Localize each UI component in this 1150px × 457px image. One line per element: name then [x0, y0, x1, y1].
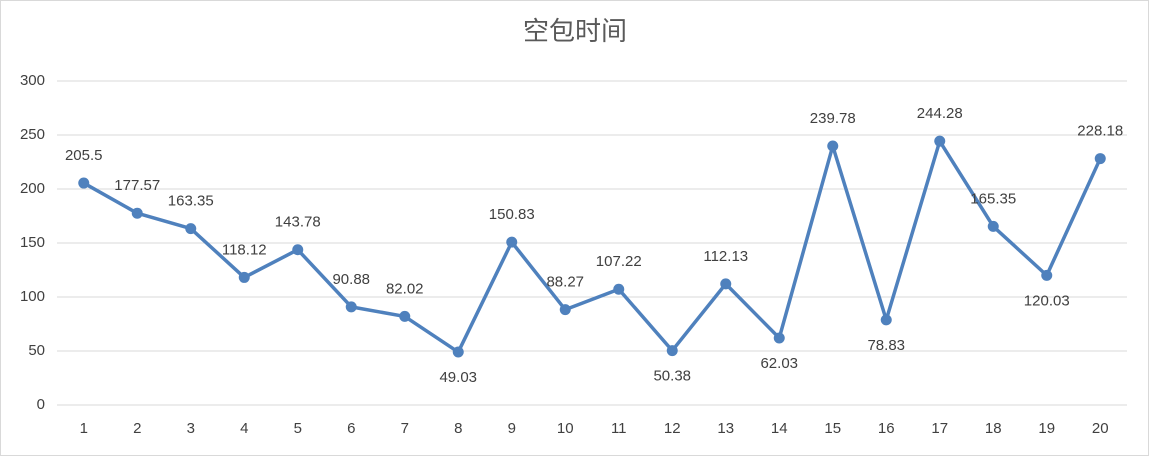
point: [666, 345, 678, 357]
y-tick-label: 150: [20, 234, 45, 251]
point: [720, 278, 732, 290]
data-label: 50.38: [653, 368, 691, 385]
point: [78, 177, 90, 189]
data-label: 165.35: [970, 190, 1016, 207]
x-tick-label: 2: [133, 420, 141, 437]
point: [827, 140, 839, 152]
line: [82, 139, 1102, 354]
x-tick-label: 4: [240, 420, 248, 437]
x-tick-label: 5: [294, 420, 302, 437]
x-tick-label: 9: [508, 420, 516, 437]
data-label: 228.18: [1077, 123, 1123, 140]
data-label: 150.83: [489, 206, 535, 223]
chart-title: 空包时间: [523, 16, 627, 46]
data-label: 112.13: [703, 248, 748, 265]
y-tick-label: 50: [28, 342, 45, 359]
x-tick-label: 15: [824, 420, 841, 437]
data-label: 163.35: [168, 193, 214, 210]
x-tick-label: 7: [401, 420, 409, 437]
x-tick-label: 8: [454, 420, 462, 437]
point: [1094, 153, 1106, 165]
point: [452, 346, 464, 358]
x-tick-label: 20: [1092, 420, 1109, 437]
data-label: 120.03: [1024, 292, 1070, 309]
data-label: 62.03: [760, 355, 798, 372]
data-label: 107.22: [596, 253, 642, 270]
point: [185, 223, 197, 235]
x-tick-label: 11: [611, 420, 627, 437]
data-label: 78.83: [867, 337, 905, 354]
point: [987, 220, 999, 232]
x-tick-label: 18: [985, 420, 1002, 437]
data-label: 244.28: [917, 105, 963, 122]
x-tick-label: 3: [187, 420, 195, 437]
point: [559, 304, 571, 316]
data-label: 118.12: [222, 241, 267, 258]
y-tick-label: 300: [20, 72, 45, 89]
x-tick-label: 13: [717, 420, 734, 437]
y-tick-label: 0: [37, 396, 45, 413]
x-tick-label: 6: [347, 420, 355, 437]
y-tick-label: 200: [20, 180, 45, 197]
point: [238, 271, 250, 283]
point: [131, 207, 143, 219]
data-label: 88.27: [546, 274, 584, 291]
x-tick-label: 12: [664, 420, 681, 437]
point: [345, 301, 357, 313]
point: [506, 236, 518, 248]
x-tick-label: 19: [1038, 420, 1055, 437]
point: [613, 283, 625, 295]
data-label: 205.5: [65, 147, 103, 164]
data-label: 177.57: [114, 177, 160, 194]
data-label: 49.03: [439, 369, 477, 386]
point: [880, 314, 892, 326]
point: [399, 310, 411, 322]
point: [1041, 269, 1053, 281]
point: [773, 332, 785, 344]
y-tick-label: 100: [20, 288, 45, 305]
data-label: 239.78: [810, 110, 856, 127]
data-label: 143.78: [275, 214, 321, 231]
x-tick-label: 1: [80, 420, 88, 437]
x-tick-label: 17: [931, 420, 948, 437]
data-label: 82.02: [386, 280, 424, 297]
point: [292, 244, 304, 256]
x-tick-label: 10: [557, 420, 574, 437]
point: [934, 135, 946, 147]
data-label: 90.88: [332, 271, 370, 288]
x-tick-label: 14: [771, 420, 788, 437]
y-tick-label: 250: [20, 126, 45, 143]
x-tick-label: 16: [878, 420, 895, 437]
